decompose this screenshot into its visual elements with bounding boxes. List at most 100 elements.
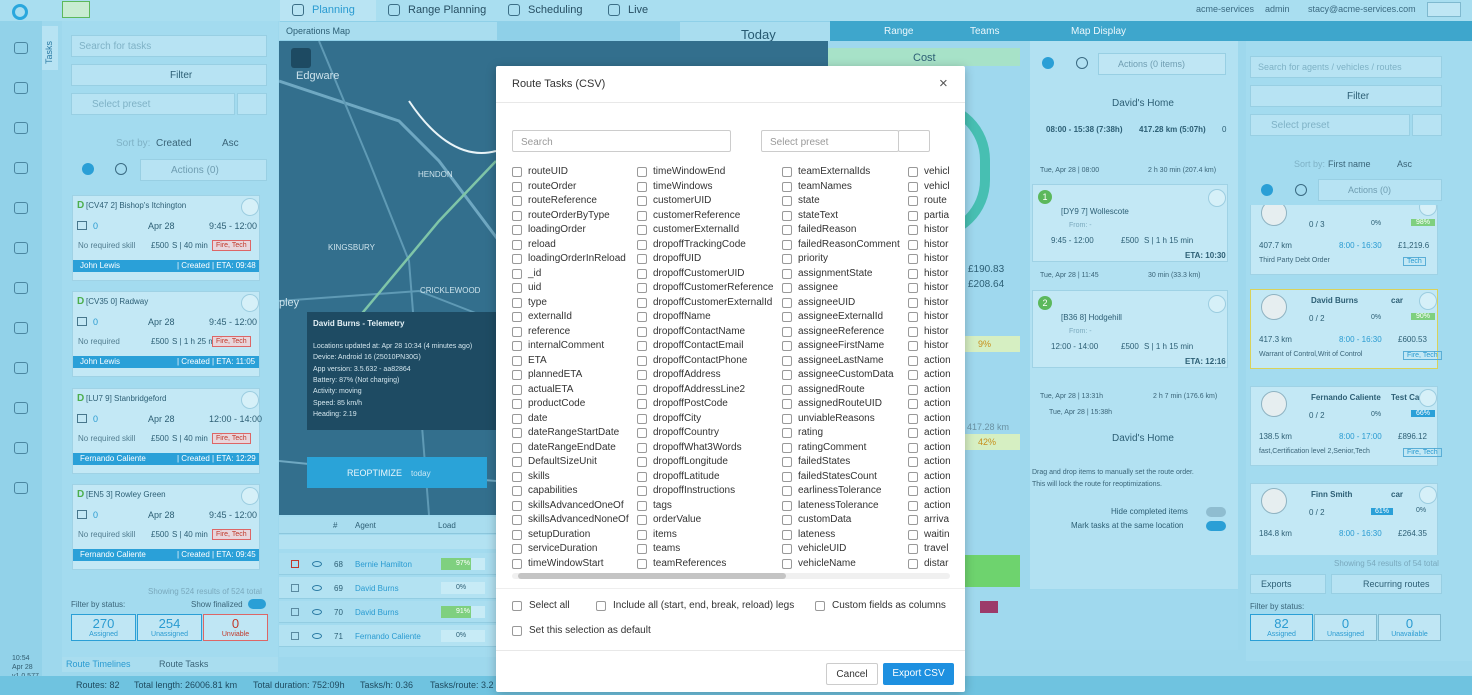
field-label[interactable]: customerUID <box>653 195 712 206</box>
field-checkbox[interactable] <box>908 471 918 482</box>
bottom-tab[interactable]: Route Tasks <box>159 659 209 669</box>
field-checkbox[interactable] <box>782 239 792 250</box>
agent-preset[interactable] <box>1250 114 1410 136</box>
field-checkbox[interactable] <box>637 442 647 453</box>
field-checkbox[interactable] <box>512 370 522 380</box>
field-checkbox[interactable] <box>637 268 647 279</box>
field-label[interactable]: action <box>924 412 950 424</box>
field-checkbox[interactable] <box>908 500 918 511</box>
field-checkbox[interactable] <box>782 384 792 395</box>
field-checkbox[interactable] <box>908 239 918 250</box>
modal-preset[interactable]: Select preset <box>761 130 899 152</box>
field-label[interactable]: plannedETA <box>528 369 583 380</box>
field-label[interactable]: actualETA <box>528 383 574 395</box>
field-checkbox[interactable] <box>637 413 647 424</box>
agent-select[interactable] <box>1419 389 1437 407</box>
field-label[interactable]: reference <box>528 325 571 337</box>
task-select[interactable] <box>241 294 259 312</box>
field-checkbox[interactable] <box>908 283 918 293</box>
field-label[interactable]: action <box>924 427 950 438</box>
agent-stat[interactable]: 82 Assigned <box>1250 614 1313 641</box>
nav-tab[interactable]: Live <box>628 4 649 16</box>
field-checkbox[interactable] <box>782 355 792 366</box>
field-label[interactable]: dropoffContactPhone <box>653 354 748 366</box>
field-checkbox[interactable] <box>908 529 918 540</box>
reoptimize-button[interactable]: REOPTIMIZE <box>347 468 403 478</box>
field-label[interactable]: stateText <box>798 209 839 221</box>
field-label[interactable]: dropoffInstructions <box>653 485 736 496</box>
field-checkbox[interactable] <box>782 515 792 525</box>
field-checkbox[interactable] <box>782 544 792 554</box>
option-label[interactable]: Set this selection as default <box>529 625 651 636</box>
field-label[interactable]: dropoffAddress <box>653 369 721 380</box>
agent-card[interactable]: David Burns car 0 / 2 0% 90% 417.3 km 8:00 - 1… <box>1250 289 1442 369</box>
field-checkbox[interactable] <box>512 384 522 395</box>
field-label[interactable]: histor <box>924 224 949 235</box>
field-checkbox[interactable] <box>637 384 647 395</box>
field-checkbox[interactable] <box>908 515 918 525</box>
cancel-button[interactable]: Cancel <box>826 663 878 685</box>
field-label[interactable]: internalComment <box>528 340 605 351</box>
agent-stat[interactable]: 0 Unavailable <box>1378 614 1441 641</box>
field-checkbox[interactable] <box>512 181 522 192</box>
tool-button[interactable]: Teams <box>970 26 1000 37</box>
field-checkbox[interactable] <box>782 428 792 438</box>
field-checkbox[interactable] <box>637 399 647 409</box>
field-checkbox[interactable] <box>637 167 647 177</box>
tool-button[interactable]: Map Display <box>1071 26 1127 37</box>
field-label[interactable]: route <box>924 195 947 206</box>
field-label[interactable]: state <box>798 195 820 206</box>
field-checkbox[interactable] <box>908 167 918 177</box>
field-checkbox[interactable] <box>782 471 792 482</box>
field-checkbox[interactable] <box>782 399 792 409</box>
field-label[interactable]: vehicl <box>924 180 950 192</box>
field-checkbox[interactable] <box>512 312 522 322</box>
field-checkbox[interactable] <box>908 428 918 438</box>
field-label[interactable]: dropoffCountry <box>653 427 719 438</box>
agent-card[interactable]: Fernando Caliente Test Car 0 / 2 0% 66% 138.5… <box>1250 386 1442 466</box>
field-checkbox[interactable] <box>782 341 792 351</box>
field-checkbox[interactable] <box>908 326 918 337</box>
filter-button[interactable] <box>71 64 267 86</box>
sort-order[interactable]: Asc <box>222 138 239 149</box>
modal-close[interactable]: × <box>939 75 948 92</box>
field-label[interactable]: dropoffTrackingCode <box>653 238 746 250</box>
field-checkbox[interactable] <box>512 500 522 511</box>
field-label[interactable]: histor <box>924 253 949 264</box>
field-checkbox[interactable] <box>637 326 647 337</box>
field-label[interactable]: histor <box>924 340 949 351</box>
field-label[interactable]: dropoffLongitude <box>653 456 728 467</box>
option-checkbox[interactable] <box>512 601 522 611</box>
field-checkbox[interactable] <box>908 196 918 206</box>
field-label[interactable]: uid <box>528 282 542 293</box>
field-checkbox[interactable] <box>782 312 792 322</box>
field-label[interactable]: dropoffCustomerReference <box>653 282 774 293</box>
field-checkbox[interactable] <box>782 297 792 308</box>
field-label[interactable]: customerReference <box>653 209 741 221</box>
option-label[interactable]: Select all <box>529 600 570 611</box>
field-label[interactable]: type <box>528 296 547 308</box>
field-label[interactable]: histor <box>924 282 949 293</box>
field-checkbox[interactable] <box>908 341 918 351</box>
field-checkbox[interactable] <box>782 413 792 424</box>
account-button[interactable] <box>1427 2 1461 17</box>
option-checkbox[interactable] <box>596 601 606 611</box>
agent-select[interactable] <box>1419 205 1437 216</box>
field-checkbox[interactable] <box>512 283 522 293</box>
modal-preset-toggle[interactable] <box>898 130 930 152</box>
field-label[interactable]: assignee <box>798 282 839 293</box>
field-checkbox[interactable] <box>782 529 792 540</box>
field-label[interactable]: assignedRoute <box>798 383 865 395</box>
field-checkbox[interactable] <box>637 210 647 221</box>
field-label[interactable]: dropoffAddressLine2 <box>653 383 746 395</box>
map-tab[interactable]: Operations Map <box>286 26 351 36</box>
field-label[interactable]: histor <box>924 311 949 322</box>
field-checkbox[interactable] <box>908 254 918 264</box>
field-checkbox[interactable] <box>637 515 647 525</box>
modal-search[interactable]: Search <box>512 130 731 152</box>
option-checkbox[interactable] <box>512 626 522 636</box>
task-card[interactable]: D [CV35 0] Radway 0 Apr 28 9:45 - 12:00 No re… <box>72 291 260 377</box>
field-label[interactable]: timeWindowEnd <box>653 166 726 177</box>
field-checkbox[interactable] <box>512 341 522 351</box>
field-label[interactable]: teamNames <box>798 180 852 192</box>
